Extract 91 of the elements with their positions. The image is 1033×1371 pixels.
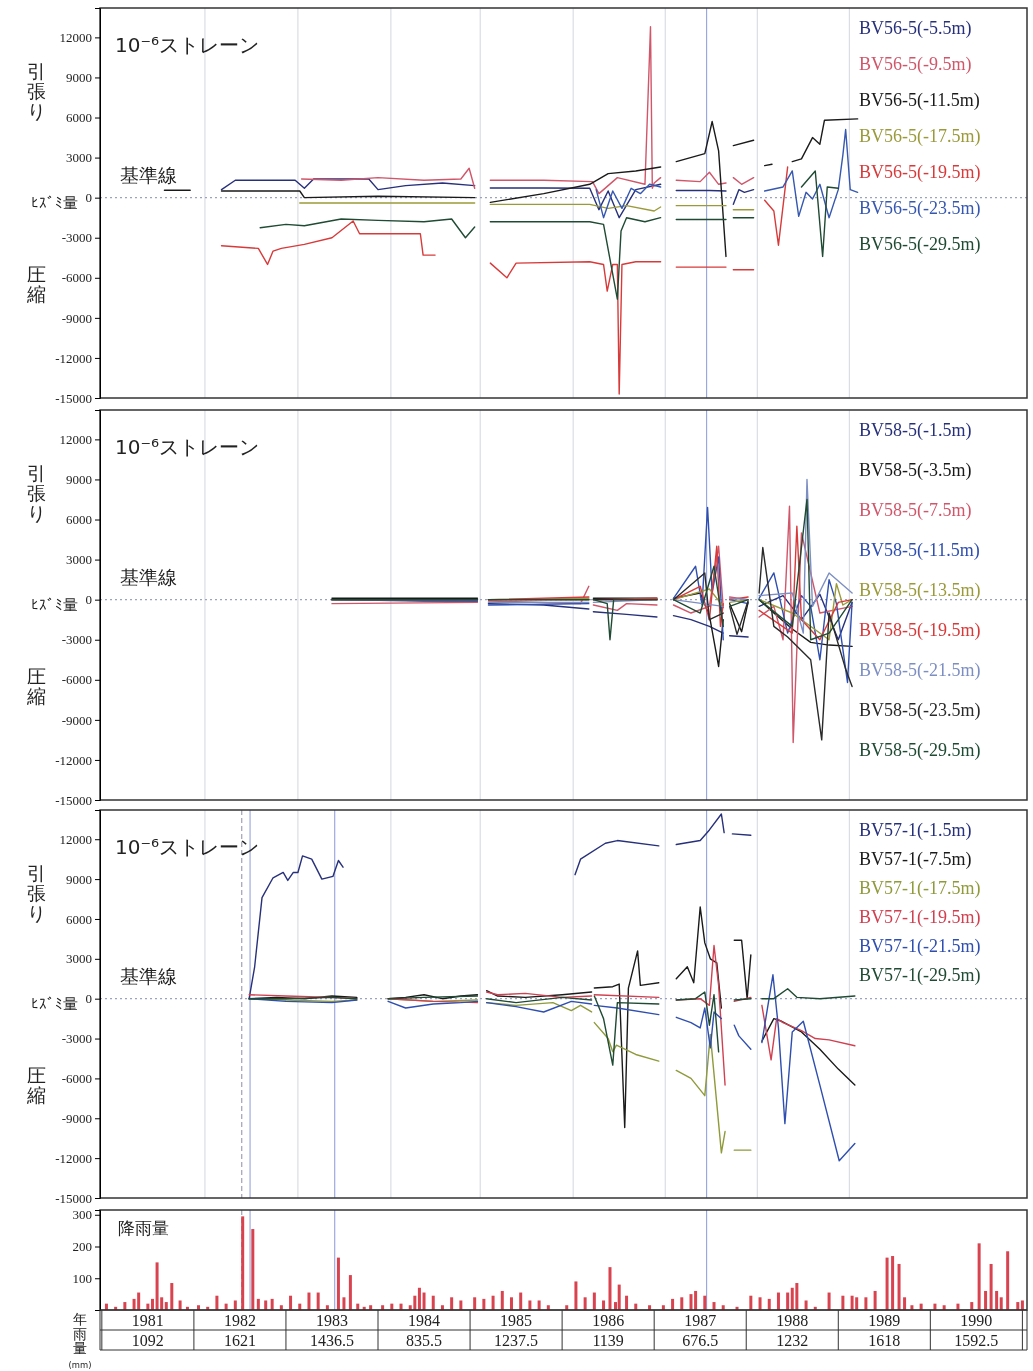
text: 圧縮 bbox=[25, 263, 46, 305]
text: BV57-1(-17.5m) bbox=[859, 878, 981, 899]
x-tick-label: 1984 bbox=[408, 1312, 441, 1329]
y-tick-label: -15000 bbox=[55, 792, 92, 808]
y-tick-label: 6000 bbox=[66, 911, 92, 927]
y-tick-label: -9000 bbox=[61, 310, 92, 326]
text: 676.5 bbox=[682, 1332, 719, 1349]
series-label: BV58-5(-11.5m) bbox=[859, 540, 980, 561]
series-label: BV58-5(-23.5m) bbox=[859, 700, 981, 721]
text: BV56-5(-9.5m) bbox=[859, 54, 972, 75]
text: BV57-1(-21.5m) bbox=[859, 936, 981, 957]
text: 1592.5 bbox=[954, 1332, 999, 1349]
text: 1621 bbox=[223, 1332, 256, 1349]
y-axis-title: ﾋｽﾞﾐ量 bbox=[31, 995, 78, 1013]
y-axis-title: ﾋｽﾞﾐ量 bbox=[31, 596, 78, 614]
text: 1436.5 bbox=[309, 1332, 354, 1349]
y-tick-label: 3000 bbox=[66, 951, 92, 967]
text: 1139 bbox=[592, 1332, 624, 1349]
text: BV57-1(-19.5m) bbox=[859, 907, 981, 928]
text: 降雨量 bbox=[118, 1218, 169, 1238]
text: BV56-5(-19.5m) bbox=[859, 162, 981, 183]
text: 引張り bbox=[26, 462, 46, 525]
y-tick-label: 3000 bbox=[66, 552, 92, 568]
y-tick-label: 9000 bbox=[66, 70, 92, 86]
y-tick-label: -6000 bbox=[61, 672, 92, 688]
series-label: BV56-5(-29.5m) bbox=[859, 234, 981, 255]
text: BV56-5(-5.5m) bbox=[859, 18, 972, 39]
text: 1232 bbox=[776, 1332, 809, 1349]
y-tick-label: 200 bbox=[72, 1239, 92, 1255]
y-tick-label: -15000 bbox=[55, 1190, 92, 1206]
text: 1237.5 bbox=[494, 1332, 539, 1349]
text: 引張り bbox=[26, 60, 46, 123]
y-tick-label: 0 bbox=[85, 190, 92, 206]
annotation: 10⁻⁶ストレーン bbox=[115, 835, 260, 859]
y-tick-label: 6000 bbox=[66, 512, 92, 528]
y-tick-label: 9000 bbox=[66, 871, 92, 887]
y-tick-label: 12000 bbox=[59, 30, 92, 46]
series-label: BV58-5(-13.5m) bbox=[859, 580, 981, 601]
text: 圧縮 bbox=[25, 665, 46, 707]
y-tick-label: 3000 bbox=[66, 150, 92, 166]
y-tick-label: 100 bbox=[72, 1270, 92, 1286]
y-tick-label: -3000 bbox=[61, 1031, 92, 1047]
text: 835.5 bbox=[406, 1332, 443, 1349]
text: BV57-1(-1.5m) bbox=[859, 820, 972, 841]
text: BV56-5(-17.5m) bbox=[859, 126, 981, 147]
y-tick-label: -15000 bbox=[55, 390, 92, 406]
x-tick-label: 1986 bbox=[592, 1312, 625, 1329]
text: BV58-5(-7.5m) bbox=[859, 500, 972, 521]
y-tick-label: 12000 bbox=[59, 831, 92, 847]
text: 圧縮 bbox=[25, 1063, 46, 1106]
text: BV58-5(-1.5m) bbox=[859, 420, 972, 441]
y-tick-label: -12000 bbox=[55, 752, 92, 768]
y-tick-label: -3000 bbox=[61, 632, 92, 648]
text: 1092 bbox=[131, 1332, 164, 1349]
text: BV58-5(-21.5m) bbox=[859, 660, 981, 681]
y-tick-label: -3000 bbox=[61, 230, 92, 246]
series-label: BV56-5(-23.5m) bbox=[859, 198, 981, 219]
annotation: 10⁻⁶ストレーン bbox=[115, 435, 260, 459]
text: 引張り bbox=[26, 861, 46, 924]
y-tick-label: 9000 bbox=[66, 472, 92, 488]
x-tick-label: 1982 bbox=[223, 1312, 256, 1329]
y-tick-label: 12000 bbox=[59, 432, 92, 448]
x-tick-label: 1989 bbox=[868, 1312, 901, 1329]
ref-line-label: 基準線 bbox=[120, 163, 177, 186]
x-tick-label: 1981 bbox=[131, 1312, 164, 1329]
y-tick-label: 6000 bbox=[66, 110, 92, 126]
y-tick-label: 0 bbox=[85, 592, 92, 608]
y-tick-label: -6000 bbox=[61, 1071, 92, 1087]
text: BV58-5(-29.5m) bbox=[859, 740, 981, 761]
text: 1618 bbox=[868, 1332, 901, 1349]
x-tick-label: 1983 bbox=[315, 1312, 348, 1329]
y-tick-label: -9000 bbox=[61, 1110, 92, 1126]
text: BV57-1(-7.5m) bbox=[859, 849, 972, 870]
y-tick-label: 0 bbox=[85, 991, 92, 1007]
ref-line-label: 基準線 bbox=[120, 565, 177, 588]
annotation: 10⁻⁶ストレーン bbox=[115, 33, 260, 57]
series-label: BV56-5(-11.5m) bbox=[859, 90, 980, 111]
x-tick-label: 1987 bbox=[684, 1312, 717, 1329]
series-label: BV58-5(-19.5m) bbox=[859, 620, 981, 641]
y-tick-label: -9000 bbox=[61, 712, 92, 728]
ref-line-label: 基準線 bbox=[120, 964, 177, 987]
x-tick-label: 1990 bbox=[960, 1312, 993, 1329]
series-label: BV57-1(-29.5m) bbox=[859, 965, 981, 986]
y-tick-label: -12000 bbox=[55, 1150, 92, 1166]
y-tick-label: -12000 bbox=[55, 350, 92, 366]
x-tick-label: 1988 bbox=[776, 1312, 809, 1329]
text: BV58-5(-3.5m) bbox=[859, 460, 972, 481]
y-tick-label: 300 bbox=[72, 1207, 92, 1223]
x-tick-label: 1985 bbox=[500, 1312, 533, 1329]
y-axis-title: ﾋｽﾞﾐ量 bbox=[31, 194, 78, 212]
y-tick-label: -6000 bbox=[61, 270, 92, 286]
